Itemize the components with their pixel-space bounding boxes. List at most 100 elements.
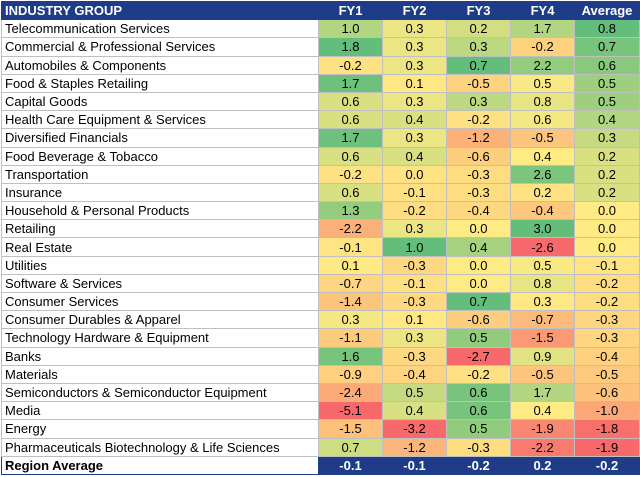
value-cell-fy1: -0.2: [318, 164, 383, 184]
industry-group-name: Energy: [1, 419, 319, 439]
value-cell-fy1: -1.1: [318, 328, 383, 348]
table-row: Food Beverage & Tobacco 0.6 0.4 -0.6 0.4 0.2: [1, 146, 640, 166]
value-cell-fy2: 0.3: [382, 19, 447, 39]
table-row: Retailing -2.2 0.3 0.0 3.0 0.0: [1, 219, 640, 239]
value-cell-fy1: -0.2: [318, 55, 383, 75]
table-row: Banks 1.6 -0.3 -2.7 0.9 -0.4: [1, 346, 640, 366]
table-row: Transportation -0.2 0.0 -0.3 2.6 0.2: [1, 164, 640, 184]
value-cell-average: -0.4: [574, 346, 640, 366]
value-cell-fy3: -0.3: [446, 182, 511, 203]
value-cell-fy3: 0.0: [446, 273, 511, 294]
value-cell-fy1: -0.7: [318, 273, 383, 294]
value-cell-fy2: 0.1: [382, 73, 447, 93]
table-row: Utilities 0.1 -0.3 0.0 0.5 -0.1: [1, 255, 640, 275]
table-row: Telecommunication Services 1.0 0.3 0.2 1.7 0.…: [1, 19, 640, 39]
value-cell-fy4: 2.2: [510, 55, 575, 75]
value-cell-fy3: -2.7: [446, 346, 511, 366]
value-cell-fy3: -0.6: [446, 146, 511, 166]
industry-group-name: Consumer Durables & Apparel: [1, 310, 319, 330]
table-row: Consumer Durables & Apparel 0.3 0.1 -0.6 -0.…: [1, 310, 640, 330]
industry-group-name: Insurance: [1, 182, 319, 203]
value-cell-fy2: 0.1: [382, 310, 447, 330]
header-row: INDUSTRY GROUP FY1 FY2 FY3 FY4 Average: [1, 0, 640, 21]
industry-group-name: Food Beverage & Tobacco: [1, 146, 319, 166]
value-cell-fy3: 0.5: [446, 328, 511, 348]
value-cell-fy2: -3.2: [382, 419, 447, 439]
value-cell-fy3: 0.7: [446, 55, 511, 75]
value-cell-average: -0.1: [574, 255, 640, 275]
value-cell-fy2: -0.4: [382, 364, 447, 384]
value-cell-fy2: 0.3: [382, 91, 447, 112]
value-cell-fy4: 1.7: [510, 19, 575, 39]
value-cell-fy2: 0.3: [382, 219, 447, 239]
value-cell-fy2: 0.5: [382, 382, 447, 403]
value-cell-fy3: -1.2: [446, 128, 511, 148]
value-cell-fy4: 0.8: [510, 273, 575, 294]
table-row: Energy -1.5 -3.2 0.5 -1.9 -1.8: [1, 419, 640, 439]
value-cell-fy1: -2.4: [318, 382, 383, 403]
value-cell-fy2: -0.3: [382, 255, 447, 275]
value-cell-fy4: 0.4: [510, 401, 575, 421]
table-row: Insurance 0.6 -0.1 -0.3 0.2 0.2: [1, 182, 640, 203]
value-cell-average: -0.2: [574, 273, 640, 294]
value-cell-fy4: 0.2: [510, 182, 575, 203]
table-row: Automobiles & Components -0.2 0.3 0.7 2.2 0.6: [1, 55, 640, 75]
value-cell-fy4: 0.4: [510, 146, 575, 166]
value-cell-fy1: 1.8: [318, 37, 383, 57]
value-cell-fy3: 0.3: [446, 37, 511, 57]
value-cell-fy1: -0.9: [318, 364, 383, 384]
region-average-average: -0.2: [574, 455, 640, 475]
industry-group-name: Telecommunication Services: [1, 19, 319, 39]
value-cell-average: 0.0: [574, 201, 640, 221]
value-cell-fy3: 0.0: [446, 219, 511, 239]
value-cell-fy4: 2.6: [510, 164, 575, 184]
value-cell-fy4: -0.2: [510, 37, 575, 57]
value-cell-fy2: -0.3: [382, 291, 447, 312]
value-cell-fy4: 0.9: [510, 346, 575, 366]
table-row: Materials -0.9 -0.4 -0.2 -0.5 -0.5: [1, 364, 640, 384]
value-cell-fy3: 0.0: [446, 255, 511, 275]
industry-group-name: Real Estate: [1, 237, 319, 257]
value-cell-average: -0.6: [574, 382, 640, 403]
value-cell-fy2: -0.1: [382, 273, 447, 294]
value-cell-fy3: 0.2: [446, 19, 511, 39]
value-cell-fy3: 0.5: [446, 419, 511, 439]
value-cell-fy2: 1.0: [382, 237, 447, 257]
table-row: Real Estate -0.1 1.0 0.4 -2.6 0.0: [1, 237, 640, 257]
industry-group-name: Food & Staples Retailing: [1, 73, 319, 93]
value-cell-fy4: 1.7: [510, 382, 575, 403]
value-cell-average: 0.6: [574, 55, 640, 75]
value-cell-average: 0.2: [574, 146, 640, 166]
table-row: Commercial & Professional Services 1.8 0.3…: [1, 37, 640, 57]
industry-group-name: Transportation: [1, 164, 319, 184]
value-cell-fy1: -1.4: [318, 291, 383, 312]
table-row: Household & Personal Products 1.3 -0.2 -0.4…: [1, 201, 640, 221]
value-cell-fy4: -2.6: [510, 237, 575, 257]
value-cell-fy2: 0.3: [382, 328, 447, 348]
value-cell-fy2: 0.4: [382, 110, 447, 130]
value-cell-fy4: -2.2: [510, 437, 575, 457]
column-header-fy4: FY4: [510, 0, 575, 21]
value-cell-fy1: 1.6: [318, 346, 383, 366]
value-cell-average: 0.0: [574, 237, 640, 257]
table-row: Semiconductors & Semiconductor Equipment…: [1, 382, 640, 403]
industry-group-name: Technology Hardware & Equipment: [1, 328, 319, 348]
value-cell-fy4: -0.4: [510, 201, 575, 221]
value-cell-fy2: 0.4: [382, 401, 447, 421]
industry-group-name: Media: [1, 401, 319, 421]
column-header-industry-group: INDUSTRY GROUP: [1, 0, 319, 21]
value-cell-fy2: 0.0: [382, 164, 447, 184]
value-cell-average: 0.0: [574, 219, 640, 239]
value-cell-fy1: 1.7: [318, 128, 383, 148]
table-row: Consumer Services -1.4 -0.3 0.7 0.3 -0.2: [1, 291, 640, 312]
value-cell-average: -0.3: [574, 310, 640, 330]
value-cell-average: 0.8: [574, 19, 640, 39]
value-cell-average: -0.2: [574, 291, 640, 312]
table-row: Capital Goods 0.6 0.3 0.3 0.8 0.5: [1, 91, 640, 112]
industry-group-name: Semiconductors & Semiconductor Equipment: [1, 382, 319, 403]
value-cell-fy1: 0.3: [318, 310, 383, 330]
value-cell-fy2: 0.3: [382, 55, 447, 75]
value-cell-fy4: -1.5: [510, 328, 575, 348]
value-cell-average: 0.2: [574, 182, 640, 203]
